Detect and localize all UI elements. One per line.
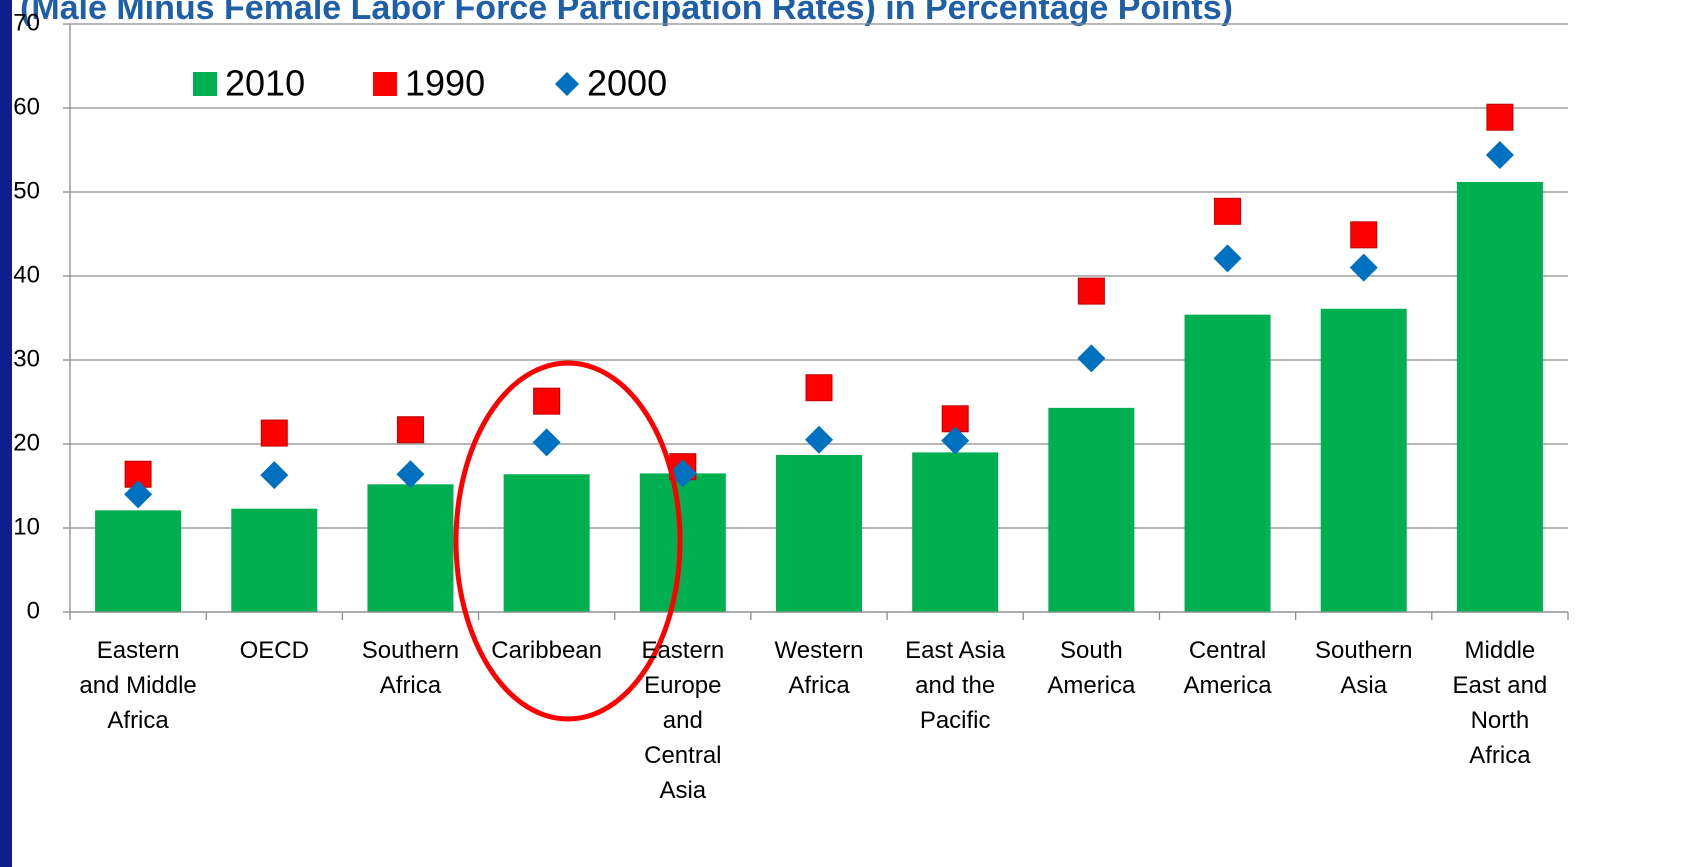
bar [776,454,862,612]
diamond-marker [532,428,561,457]
diamond-marker [805,425,833,454]
x-tick-label: OECD [239,637,309,664]
diamond-marker [1485,141,1514,170]
legend-marker [193,72,217,96]
square-marker [1486,103,1514,131]
square-marker [260,419,288,447]
bar [912,452,999,612]
bar [367,484,454,612]
bar [1456,181,1543,613]
y-tick-label: 20 [13,429,40,456]
diamond-marker [1349,253,1378,282]
diamond-marker [1213,244,1242,273]
bar [503,474,590,612]
diamond-marker [396,460,425,489]
x-tick-label: Caribbean [491,637,602,664]
legend-marker [373,72,397,96]
square-marker [1077,277,1105,305]
square-marker [1214,197,1242,225]
legend-label: 2010 [225,63,305,104]
side-strip [0,0,12,867]
x-tick-label: Southern Africa [361,637,460,699]
chart-title: (Male Minus Female Labor Force Participa… [20,0,1233,27]
bar [1048,407,1135,612]
square-marker [805,374,833,402]
x-tick-label: Southern Asia [1315,637,1413,699]
legend-label: 1990 [405,63,485,104]
x-tick-label: South America [1047,637,1136,699]
y-tick-label: 50 [13,177,40,204]
x-tick-label: Eastern Europe and Central Asia [641,637,725,804]
legend-marker [555,72,579,96]
y-tick-label: 10 [13,513,40,540]
y-tick-label: 40 [13,261,40,288]
square-marker [396,416,424,444]
diamond-marker [124,480,153,509]
x-tick-label: Middle East and North Africa [1452,637,1548,769]
x-tick-label: Eastern and Middle Africa [79,637,197,734]
legend-label: 2000 [587,63,667,104]
x-tick-label: East Asia and the Pacific [905,637,1006,734]
bar [1184,314,1271,612]
y-tick-label: 30 [13,345,40,372]
square-marker [533,387,561,415]
bar [1320,308,1407,612]
x-tick-label: Central America [1183,637,1272,699]
square-marker [1350,221,1378,249]
highlight-ellipse [453,360,683,722]
diamond-marker [260,461,289,490]
bar [639,473,726,612]
y-tick-label: 0 [27,597,40,624]
diamond-marker [941,426,970,455]
bar [95,510,182,612]
y-tick-label: 70 [13,9,40,36]
diamond-marker [1077,344,1106,373]
x-tick-label: Western Africa [774,637,864,699]
y-tick-label: 60 [13,93,40,120]
bar [231,508,318,612]
